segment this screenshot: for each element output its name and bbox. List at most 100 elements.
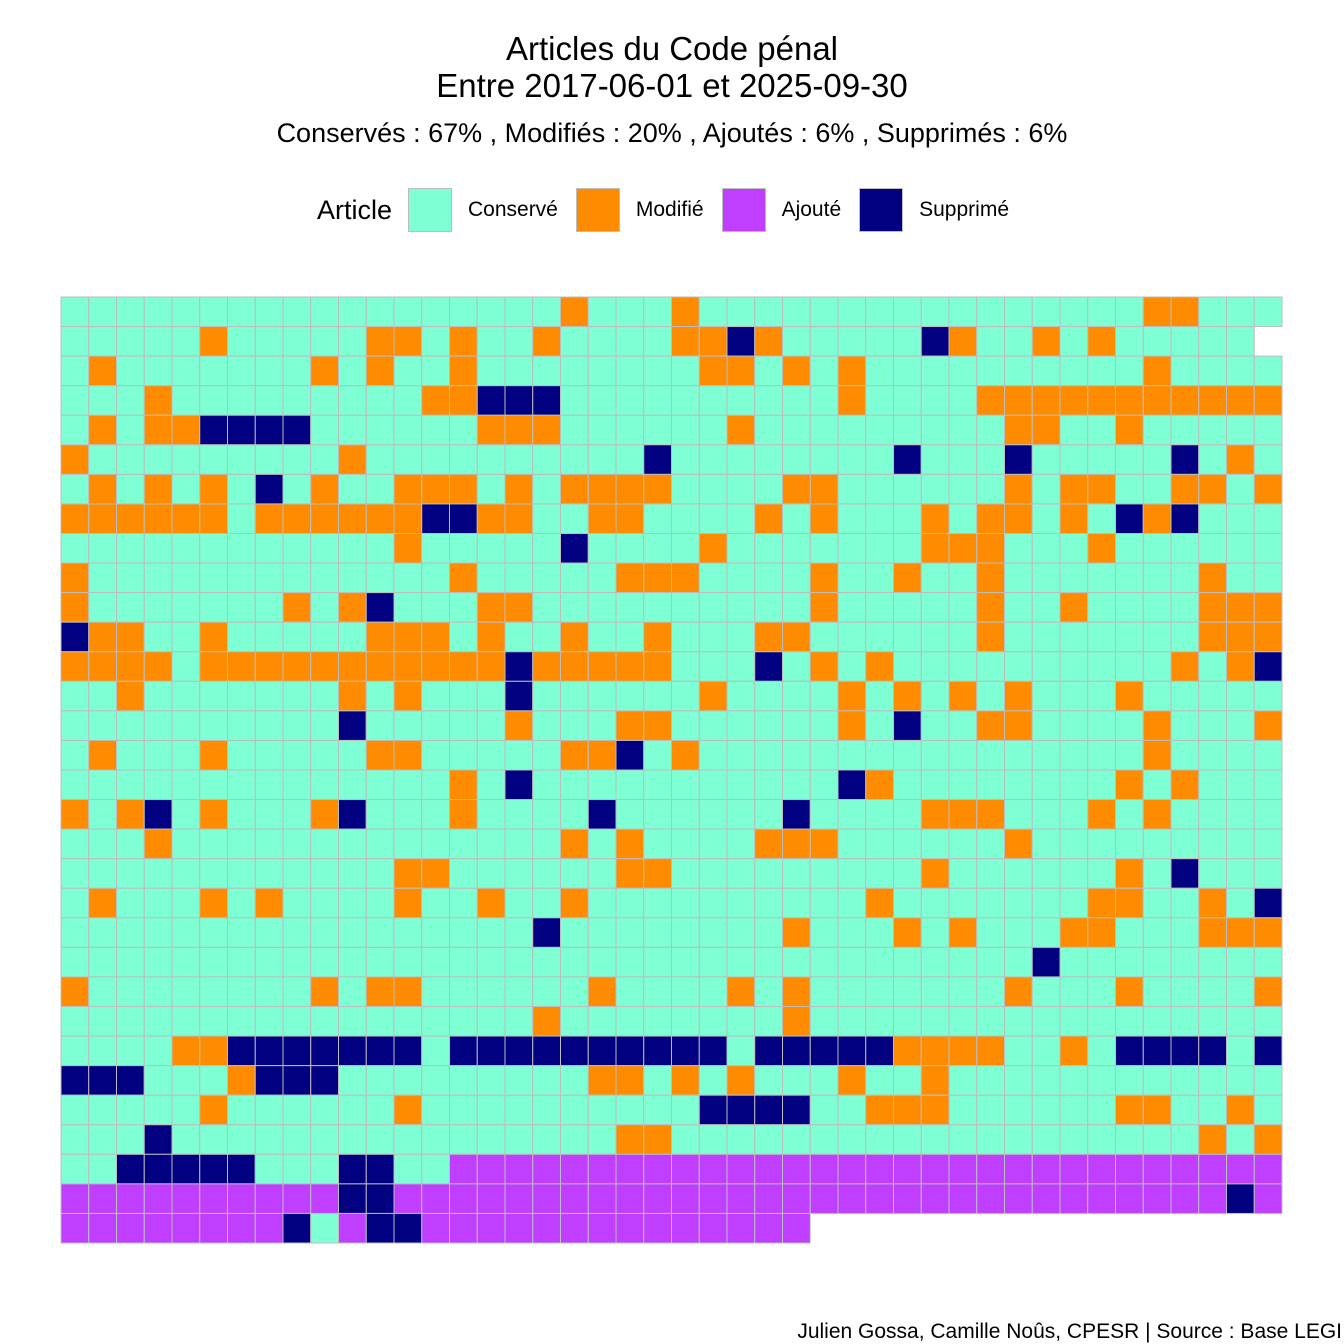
waffle-cell: [726, 976, 756, 1008]
waffle-cell: [587, 917, 617, 948]
waffle-cell: [449, 739, 478, 771]
waffle-cell: [116, 917, 145, 948]
waffle-cell: [643, 1183, 672, 1214]
waffle-cell: [310, 1124, 339, 1155]
waffle-cell: [60, 680, 90, 712]
waffle-cell: [1253, 1006, 1283, 1037]
waffle-cell: [504, 1006, 534, 1037]
waffle-cell: [1253, 385, 1283, 416]
waffle-cell: [504, 769, 534, 801]
waffle-cell: [948, 1065, 978, 1096]
waffle-cell: [615, 592, 645, 623]
waffle-cell: [1004, 296, 1033, 328]
waffle-cell: [865, 1153, 894, 1185]
waffle-cell: [88, 592, 117, 623]
legend-key-modifie: [575, 188, 620, 232]
waffle-cell: [365, 444, 395, 475]
waffle-cell: [282, 680, 312, 712]
waffle-cell: [1115, 326, 1144, 357]
waffle-cell: [726, 444, 756, 475]
waffle-cell: [1226, 385, 1255, 416]
waffle-cell: [948, 562, 978, 594]
waffle-cell: [1004, 858, 1033, 889]
waffle-cell: [782, 828, 811, 860]
waffle-cell: [726, 473, 756, 505]
waffle-cell: [338, 326, 367, 357]
waffle-cell: [1087, 1124, 1116, 1155]
waffle-cell: [254, 533, 284, 564]
waffle-cell: [1253, 562, 1283, 594]
waffle-cell: [1004, 326, 1033, 357]
waffle-cell: [643, 533, 672, 564]
waffle-cell: [865, 739, 894, 771]
waffle-cell: [726, 296, 756, 328]
waffle-cell: [1059, 473, 1089, 505]
waffle-cell: [254, 326, 284, 357]
waffle-cell: [809, 592, 839, 623]
waffle-cell: [421, 828, 450, 860]
waffle-cell: [1004, 444, 1033, 475]
waffle-cell: [171, 917, 201, 948]
waffle-cell: [338, 1212, 367, 1244]
waffle-cell: [837, 414, 867, 446]
waffle-cell: [948, 326, 978, 357]
waffle-cell: [1142, 1065, 1172, 1096]
waffle-cell: [976, 414, 1005, 446]
waffle-cell: [643, 1006, 672, 1037]
waffle-cell: [754, 739, 783, 771]
waffle-cell: [227, 1006, 256, 1037]
waffle-cell: [365, 385, 395, 416]
waffle-cell: [393, 1006, 423, 1037]
waffle-cell: [421, 414, 450, 446]
waffle-cell: [615, 769, 645, 801]
waffle-cell: [476, 473, 506, 505]
waffle-cell: [1031, 444, 1061, 475]
waffle-cell: [1059, 917, 1089, 948]
waffle-cell: [920, 1065, 950, 1096]
waffle-cell: [615, 355, 645, 387]
waffle-cell: [671, 503, 700, 535]
waffle-cell: [1253, 739, 1283, 771]
waffle-cell: [976, 592, 1005, 623]
legend-key-conserve: [407, 188, 452, 232]
waffle-cell: [365, 1006, 395, 1037]
waffle-cell: [643, 710, 672, 741]
waffle-cell: [726, 680, 756, 712]
waffle-cell: [449, 444, 478, 475]
waffle-cell: [698, 503, 728, 535]
waffle-cell: [227, 503, 256, 535]
waffle-cell: [1142, 1183, 1172, 1214]
waffle-cell: [338, 1006, 367, 1037]
waffle-cell: [754, 858, 783, 889]
waffle-cell: [116, 828, 145, 860]
waffle-cell: [782, 769, 811, 801]
waffle-cell: [1115, 414, 1144, 446]
waffle-cell: [393, 887, 423, 919]
waffle-cell: [615, 326, 645, 357]
waffle-cell: [782, 946, 811, 978]
waffle-cell: [393, 946, 423, 978]
waffle-cell: [254, 1183, 284, 1214]
waffle-cell: [920, 799, 950, 830]
waffle-cell: [948, 917, 978, 948]
waffle-cell: [671, 1124, 700, 1155]
waffle-cell: [1031, 1035, 1061, 1067]
waffle-cell: [532, 739, 561, 771]
chart-title-line-1: Articles du Code pénal: [505, 30, 839, 67]
waffle-cell: [421, 1065, 450, 1096]
waffle-cell: [60, 710, 90, 741]
waffle-cell: [532, 710, 561, 741]
waffle-cell: [1004, 1124, 1033, 1155]
waffle-cell: [282, 444, 312, 475]
waffle-cell: [1031, 1065, 1061, 1096]
waffle-cell: [365, 1153, 395, 1185]
waffle-cell: [948, 1094, 978, 1126]
waffle-cell: [421, 533, 450, 564]
waffle-cell: [1115, 828, 1144, 860]
waffle-cell: [587, 385, 617, 416]
waffle-cell: [60, 1212, 90, 1244]
waffle-cell: [920, 385, 950, 416]
waffle-cell: [227, 592, 256, 623]
waffle-cell: [671, 533, 700, 564]
waffle-cell: [338, 739, 367, 771]
